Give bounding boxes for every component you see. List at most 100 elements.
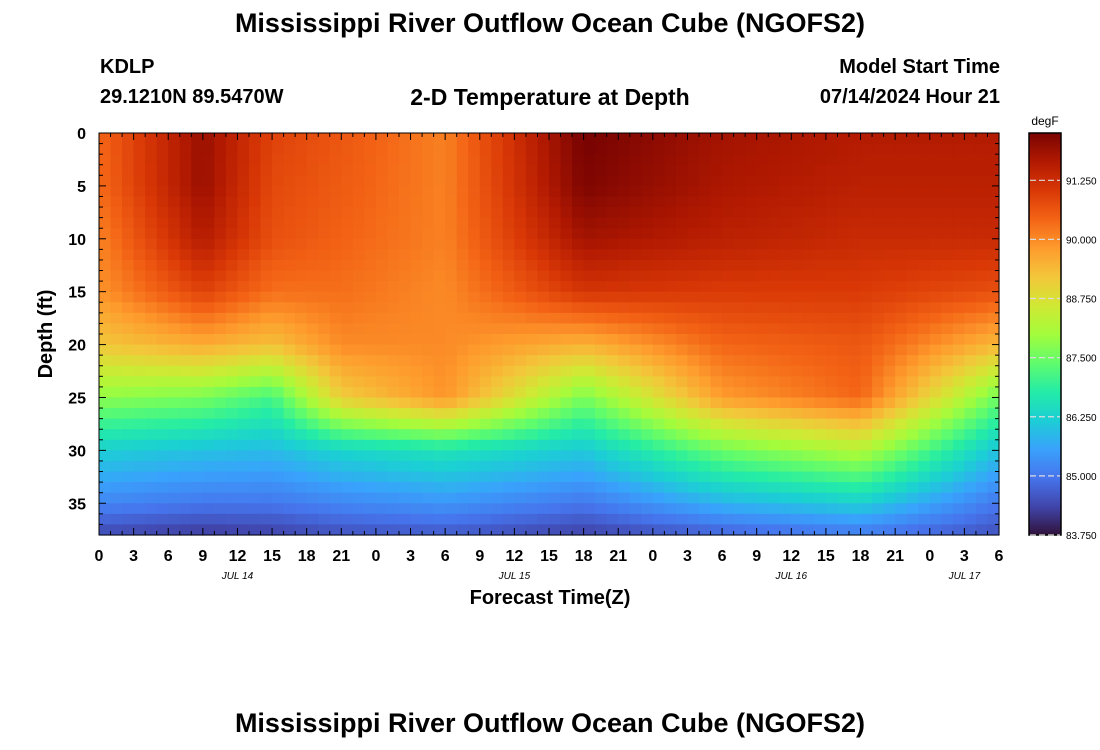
- heatmap-cell: [352, 429, 365, 441]
- heatmap-cell: [895, 397, 908, 409]
- heatmap-cell: [964, 386, 977, 399]
- heatmap-cell: [249, 312, 262, 325]
- heatmap-cell: [952, 513, 965, 526]
- heatmap-cell: [952, 207, 965, 219]
- heatmap-cell: [849, 397, 862, 409]
- heatmap-cell: [387, 376, 400, 388]
- heatmap-cell: [352, 334, 365, 346]
- heatmap-cell: [814, 291, 827, 303]
- heatmap-cell: [99, 302, 112, 314]
- heatmap-cell: [272, 238, 285, 250]
- heatmap-cell: [941, 207, 954, 219]
- heatmap-cell: [479, 524, 492, 536]
- heatmap-cell: [745, 418, 758, 430]
- heatmap-cell: [849, 439, 862, 451]
- heatmap-cell: [618, 291, 631, 303]
- heatmap-cell: [975, 270, 989, 282]
- heatmap-cell: [756, 291, 769, 303]
- heatmap-cell: [225, 344, 239, 356]
- heatmap-cell: [237, 323, 250, 335]
- heatmap-cell: [318, 249, 331, 261]
- heatmap-cell: [583, 524, 596, 536]
- heatmap-cell: [699, 217, 712, 229]
- heatmap-cell: [549, 228, 562, 240]
- heatmap-cell: [906, 291, 919, 303]
- heatmap-cell: [329, 513, 342, 526]
- heatmap-cell: [895, 418, 908, 430]
- heatmap-cell: [260, 524, 273, 536]
- heatmap-cell: [179, 503, 192, 515]
- heatmap-cell: [272, 175, 285, 187]
- heatmap-cell: [687, 238, 700, 250]
- heatmap-cell: [502, 207, 515, 219]
- heatmap-cell: [964, 334, 977, 346]
- heatmap-cell: [479, 439, 492, 451]
- heatmap-cell: [122, 217, 135, 229]
- heatmap-cell: [352, 196, 365, 208]
- heatmap-cell: [768, 418, 781, 430]
- heatmap-cell: [99, 259, 112, 272]
- heatmap-cell: [641, 471, 654, 483]
- heatmap-cell: [895, 175, 908, 187]
- heatmap-cell: [410, 175, 423, 187]
- heatmap-cell: [306, 492, 319, 504]
- heatmap-cell: [733, 249, 746, 261]
- heatmap-cell: [399, 217, 412, 229]
- heatmap-cell: [860, 249, 873, 261]
- colorbar-tick-label: 91.250: [1066, 176, 1097, 187]
- heatmap-cell: [249, 323, 262, 335]
- heatmap-cell: [699, 207, 712, 219]
- heatmap-cell: [156, 439, 169, 451]
- heatmap-cell: [583, 355, 596, 367]
- heatmap-cell: [99, 270, 112, 282]
- heatmap-cell: [445, 175, 458, 187]
- heatmap-cell: [445, 133, 458, 145]
- heatmap-cell: [156, 175, 169, 187]
- heatmap-cell: [710, 503, 723, 515]
- heatmap-cell: [514, 185, 527, 198]
- heatmap-cell: [145, 291, 158, 303]
- heatmap-cell: [941, 175, 954, 187]
- heatmap-cell: [422, 312, 435, 325]
- heatmap-cell: [733, 281, 746, 293]
- heatmap-cell: [514, 175, 527, 187]
- heatmap-cell: [975, 408, 989, 420]
- heatmap-cell: [110, 154, 123, 166]
- heatmap-cell: [618, 471, 631, 483]
- heatmap-cell: [652, 185, 665, 198]
- heatmap-cell: [375, 513, 389, 526]
- heatmap-cell: [964, 154, 977, 166]
- heatmap-cell: [225, 376, 239, 388]
- heatmap-cell: [595, 196, 608, 208]
- heatmap-cell: [352, 175, 365, 187]
- heatmap-cell: [779, 143, 792, 155]
- heatmap-cell: [341, 238, 354, 250]
- heatmap-cell: [191, 228, 204, 240]
- heatmap-cell: [825, 281, 839, 293]
- heatmap-cell: [341, 503, 354, 515]
- heatmap-cell: [825, 164, 839, 176]
- heatmap-cell: [791, 376, 804, 388]
- heatmap-cell: [583, 207, 596, 219]
- heatmap-cell: [445, 439, 458, 451]
- heatmap-cell: [145, 471, 158, 483]
- heatmap-cell: [491, 344, 504, 356]
- heatmap-cell: [468, 291, 481, 303]
- heatmap-cell: [975, 439, 989, 451]
- heatmap-cell: [456, 228, 469, 240]
- heatmap-cell: [583, 344, 596, 356]
- heatmap-cell: [964, 503, 977, 515]
- heatmap-cell: [906, 164, 919, 176]
- heatmap-cell: [987, 386, 1000, 399]
- heatmap-cell: [468, 228, 481, 240]
- heatmap-cell: [168, 291, 181, 303]
- heatmap-cell: [260, 439, 273, 451]
- heatmap-cell: [502, 291, 515, 303]
- heatmap-cell: [502, 133, 515, 145]
- heatmap-cell: [479, 397, 492, 409]
- heatmap-cell: [825, 217, 839, 229]
- heatmap-cell: [191, 334, 204, 346]
- heatmap-cell: [214, 228, 227, 240]
- heatmap-cell: [387, 281, 400, 293]
- heatmap-cell: [837, 175, 850, 187]
